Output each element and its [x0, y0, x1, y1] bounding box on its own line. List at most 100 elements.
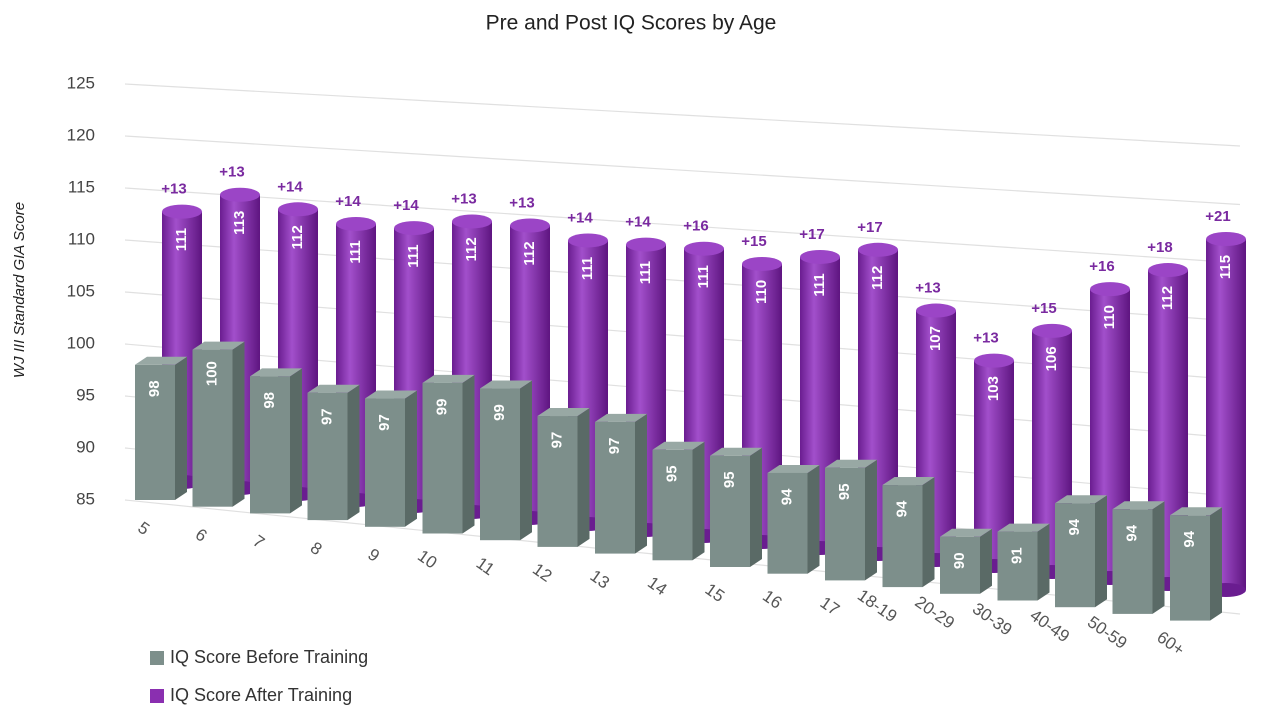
difference-label: +17 [799, 226, 824, 243]
cylinder-top [568, 233, 608, 248]
data-label: 95 [836, 483, 853, 500]
bar [997, 531, 1038, 601]
bar [652, 449, 693, 561]
bar-top [940, 528, 992, 537]
difference-label: +13 [451, 190, 476, 207]
cylinder-top [742, 256, 782, 271]
cylinder-top [452, 214, 492, 229]
bar-top [767, 464, 820, 473]
bar-side [635, 413, 647, 554]
legend-label: IQ Score Before Training [170, 647, 368, 667]
data-label: 112 [1159, 286, 1176, 310]
data-label: 111 [811, 273, 828, 296]
data-label: 111 [405, 244, 422, 267]
data-label: 111 [347, 240, 364, 263]
x-tick-label: 11 [473, 553, 498, 579]
bar [250, 376, 290, 514]
difference-label: +14 [625, 214, 651, 231]
difference-label: +17 [857, 219, 882, 236]
bar [1055, 503, 1095, 608]
data-label: 97 [548, 432, 565, 449]
bar-top [997, 523, 1050, 532]
bar [1170, 515, 1210, 621]
data-label: 111 [173, 228, 190, 251]
bar-top [135, 356, 187, 365]
y-tick-label: 95 [76, 385, 95, 404]
bar-side [1210, 507, 1222, 621]
legend-swatch [150, 651, 164, 665]
y-tick-label: 120 [67, 125, 95, 144]
difference-label: +15 [741, 233, 766, 250]
cylinder-top [162, 204, 202, 219]
cylinder-top [1032, 323, 1072, 338]
bar-top [595, 413, 647, 422]
bar [940, 536, 980, 594]
difference-label: +16 [683, 218, 708, 235]
bar-side [175, 356, 187, 500]
cylinder-top [684, 241, 724, 256]
data-label: 103 [985, 376, 1002, 401]
bar-side [922, 477, 935, 588]
cylinder-top [800, 249, 840, 264]
data-label: 97 [318, 408, 335, 425]
grid-line [124, 135, 1241, 206]
x-tick-label: 15 [702, 580, 728, 606]
y-axis-title: WJ III Standard GIA Score [11, 202, 28, 378]
cylinder-top [1206, 232, 1246, 246]
chart-title: Pre and Post IQ Scores by Age [486, 12, 777, 35]
data-label: 90 [951, 552, 968, 569]
x-tick-label: 5 [134, 518, 153, 539]
difference-label: +13 [161, 181, 186, 198]
data-label: 98 [146, 380, 163, 397]
x-tick-label: 7 [249, 531, 268, 552]
bar-top [1112, 501, 1165, 510]
data-label: 95 [721, 471, 738, 488]
bar [882, 485, 923, 588]
y-tick-label: 105 [67, 281, 95, 300]
bar [307, 392, 348, 521]
bar [710, 455, 750, 567]
data-label: 107 [927, 326, 944, 351]
x-tick-label: 6 [192, 525, 211, 546]
bar [767, 472, 808, 574]
bar-side [520, 380, 532, 541]
data-label: 112 [289, 225, 306, 249]
x-tick-label: 20-29 [912, 592, 959, 633]
bar-top [882, 477, 935, 486]
bar [1112, 509, 1153, 614]
cylinder-top [220, 187, 260, 202]
bar [537, 416, 578, 547]
bar-side [232, 341, 245, 507]
data-label: 111 [637, 261, 654, 284]
data-label: 112 [869, 266, 886, 290]
bar-top [480, 380, 532, 389]
bar-top [422, 374, 475, 383]
bar-side [692, 441, 705, 561]
bar-side [750, 447, 762, 567]
cylinder-top [1148, 263, 1188, 278]
x-tick-label: 13 [587, 566, 613, 592]
data-label: 115 [1217, 255, 1234, 279]
y-tick-label: 110 [68, 229, 95, 248]
data-label: 94 [893, 500, 910, 517]
difference-label: +16 [1089, 258, 1114, 275]
cylinder-top [858, 242, 898, 257]
data-label: 95 [663, 465, 680, 482]
data-label: 94 [1181, 530, 1198, 547]
difference-label: +13 [915, 280, 940, 297]
data-label: 110 [1101, 305, 1118, 329]
bar-side [577, 408, 590, 547]
difference-label: +14 [277, 178, 303, 195]
cylinder-top [394, 221, 434, 236]
data-label: 111 [579, 257, 596, 280]
data-label: 106 [1043, 346, 1060, 371]
bar-top [192, 341, 245, 350]
cylinder-top [510, 218, 550, 233]
cylinder-top [626, 237, 666, 252]
data-label: 98 [261, 392, 278, 409]
bar-side [807, 464, 820, 574]
data-label: 112 [463, 237, 480, 261]
difference-label: +18 [1147, 239, 1172, 256]
x-tick-label: 60+ [1154, 627, 1189, 659]
